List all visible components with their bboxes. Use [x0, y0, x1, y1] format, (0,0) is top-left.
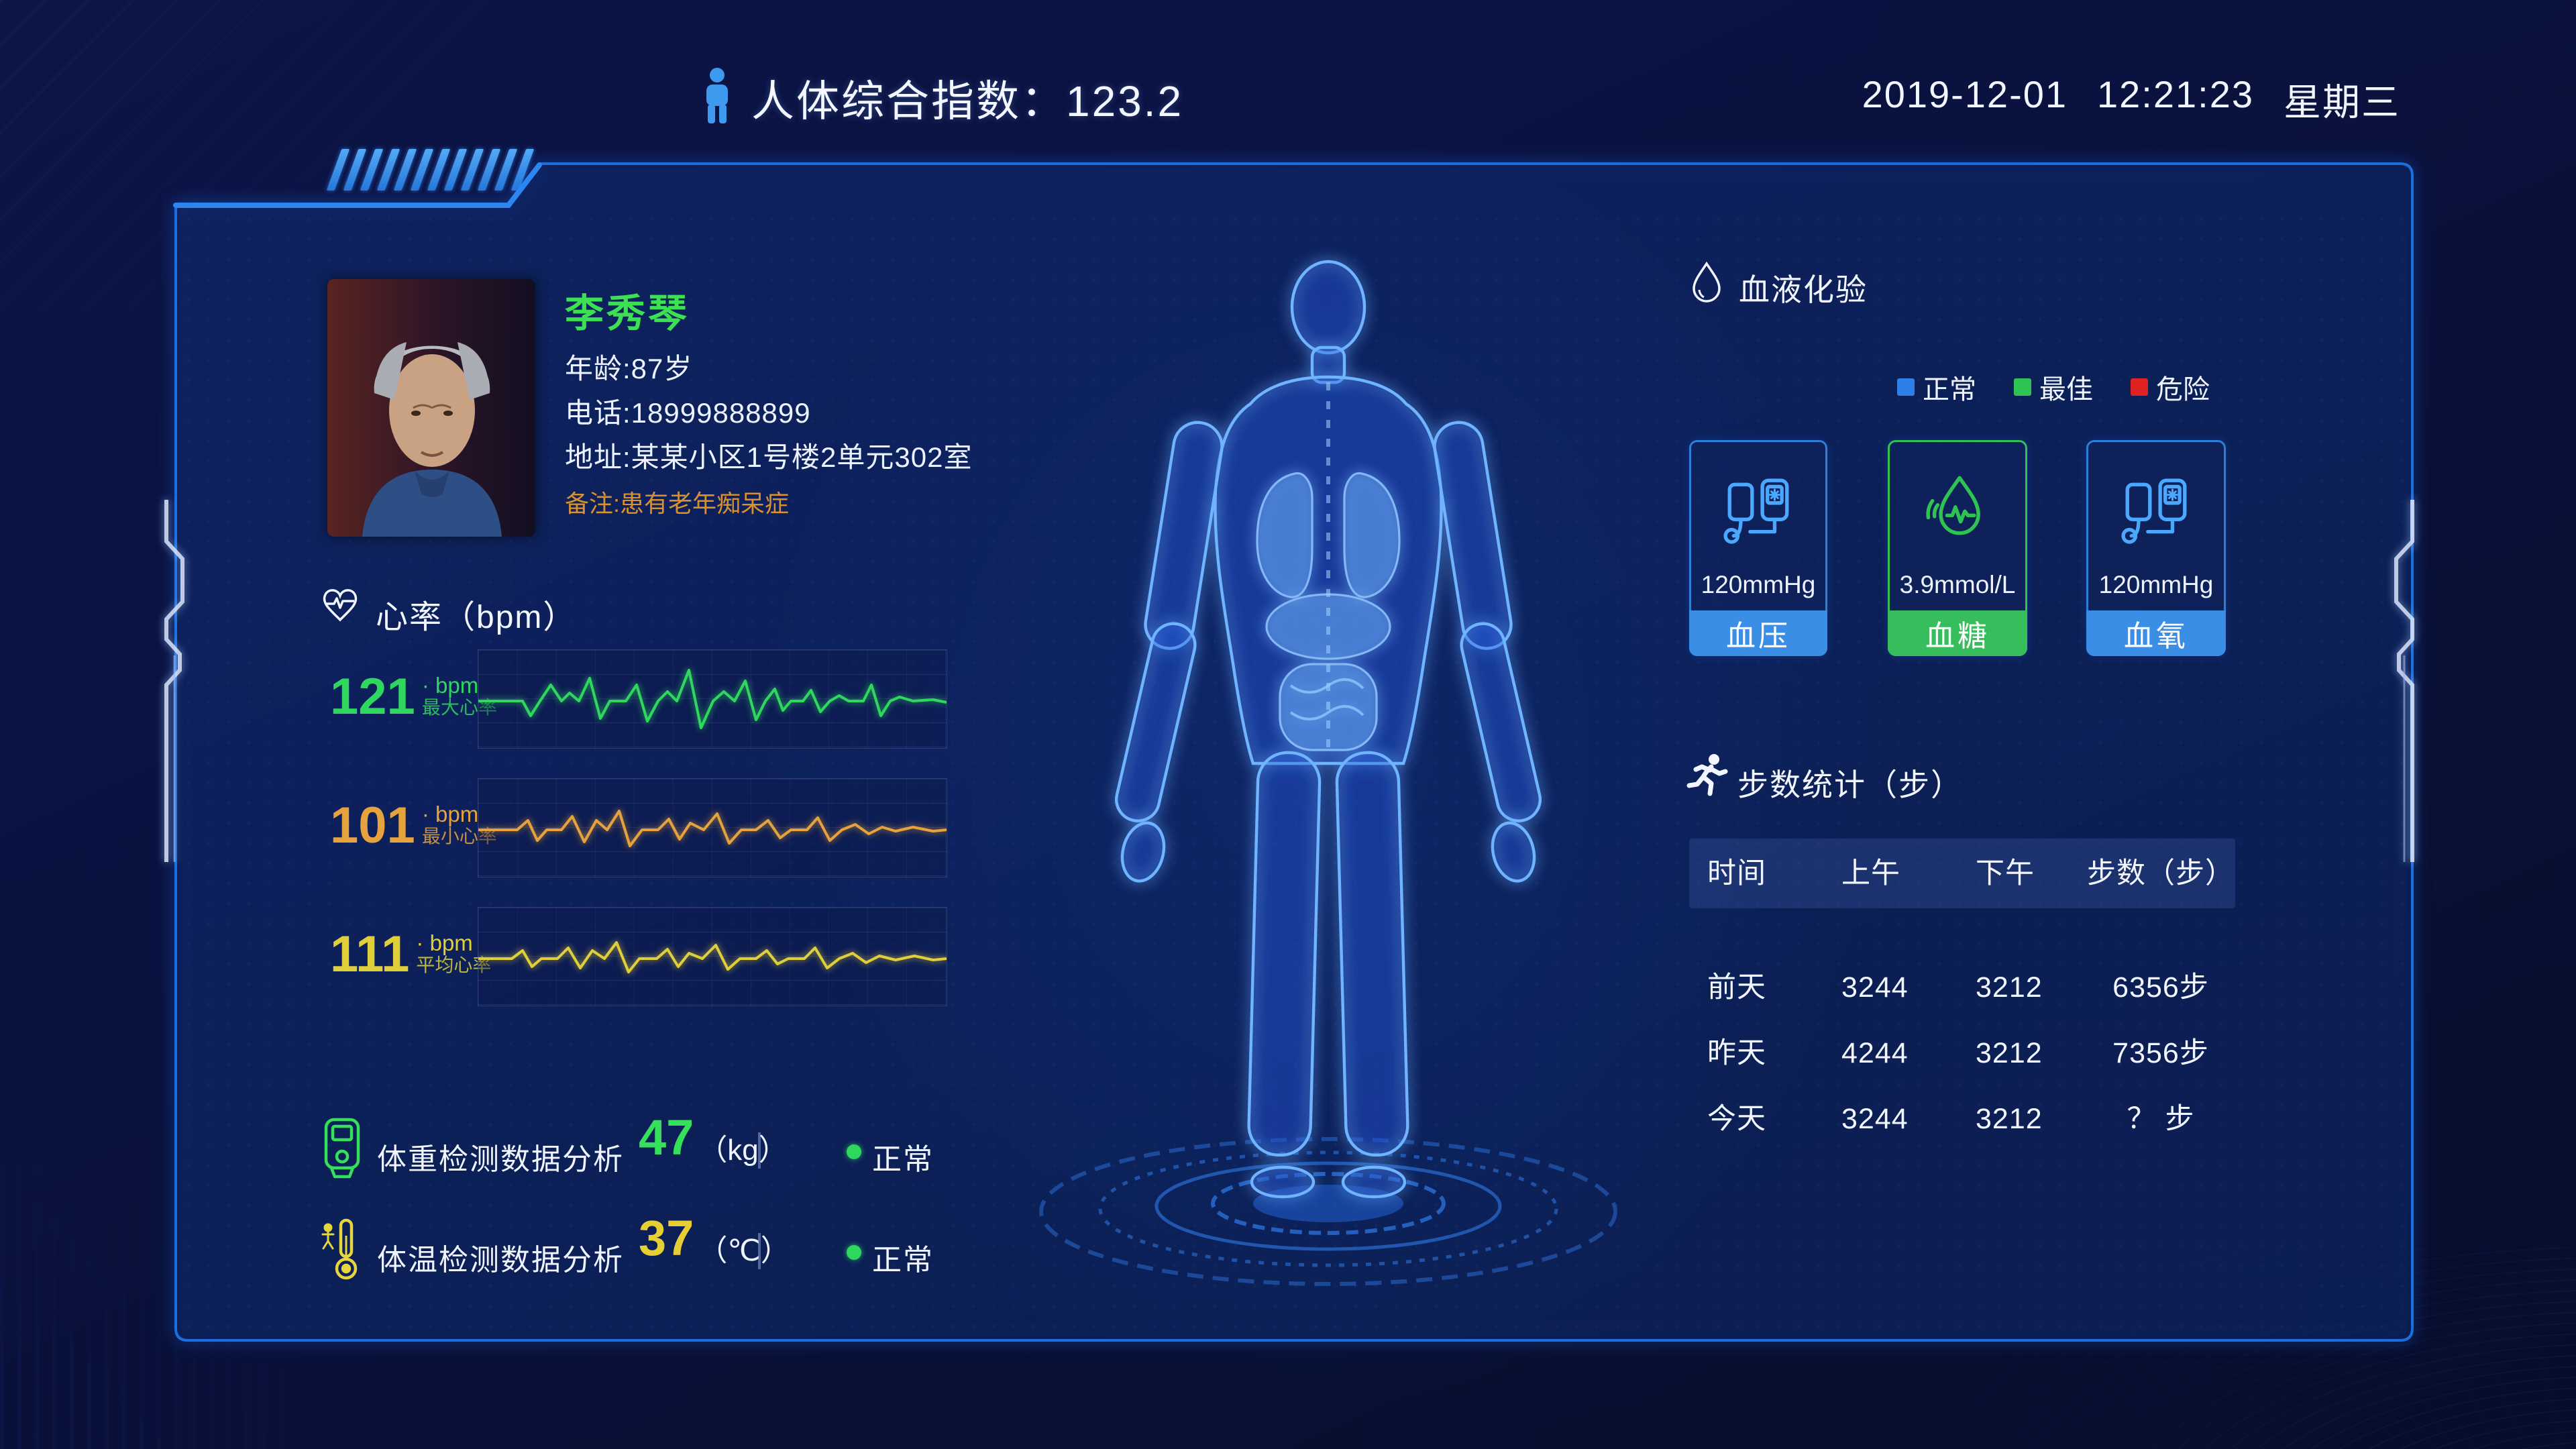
weight-value-block: 47 （kg）: [639, 1110, 788, 1169]
col-morning: 上午: [1841, 857, 1900, 890]
background-pattern-bottom-right: [1919, 1248, 2576, 1449]
temperature-value-block: 37 （℃）: [639, 1210, 790, 1269]
row2-morning: 3244: [1841, 1103, 1909, 1135]
page-title: 人体综合指数：123.2: [751, 77, 1184, 125]
hr-max-value-block: 121 · bpm 最大心率: [330, 668, 497, 725]
blood-glucose-card[interactable]: 3.9mmol/L 血糖: [1888, 440, 2027, 656]
legend-best-label: 最佳: [2039, 375, 2093, 405]
date-text: 2019-12-01: [1862, 73, 2068, 115]
patient-phone: 电话:18999888899: [565, 397, 811, 429]
person-icon: [706, 68, 728, 123]
hr-max-value: 121: [330, 668, 415, 725]
hr-max-unit: bpm: [435, 673, 479, 698]
row1-morning: 4244: [1841, 1037, 1909, 1069]
temperature-unit: （℃）: [698, 1234, 790, 1267]
blood-glucose-label[interactable]: 血糖: [1888, 610, 2027, 656]
blood-oxygen-card[interactable]: 120mmHg 血氧: [2086, 440, 2226, 656]
blood-glucose-drop-icon: [1890, 462, 2025, 556]
blood-glucose-value: 3.9mmol/L: [1899, 571, 2016, 598]
background-pattern-bottom-left: [0, 1167, 282, 1449]
weight-status: 正常: [872, 1143, 934, 1176]
hr-avg-value: 111: [330, 926, 410, 983]
patient-age: 年龄:87岁: [565, 353, 693, 384]
hologram-platform: [1039, 1137, 1617, 1286]
hr-min-unit: bpm: [435, 802, 479, 826]
hr-avg-unit: bpm: [429, 930, 473, 955]
weight-device-icon: [324, 1118, 360, 1179]
divider: [758, 1233, 761, 1269]
legend-danger: 危险: [2131, 368, 2210, 407]
row0-afternoon: 3212: [1976, 971, 2043, 1004]
body-hologram: [1039, 260, 1617, 1286]
heart-rate-title: 心率（bpm）: [376, 600, 577, 635]
legend-normal: 正常: [1897, 368, 1976, 407]
steps-row-before-yesterday: 前天 3244 3212 6356步: [1689, 966, 2235, 1009]
patient-name: 李秀琴: [565, 292, 690, 335]
datetime: 2019-12-01 12:21:23 星期三: [1862, 72, 2400, 127]
blood-oxygen-value: 120mmHg: [2098, 571, 2214, 598]
col-steps: 步数（步）: [2087, 857, 2235, 890]
legend-normal-label: 正常: [1923, 375, 1976, 405]
heart-rate-icon: [323, 589, 358, 622]
blood-oxygen-monitor-icon: [2088, 462, 2224, 556]
blood-oxygen-label[interactable]: 血氧: [2086, 610, 2226, 656]
steps-row-today: 今天 3244 3212 ？ 步: [1689, 1097, 2235, 1140]
blood-pressure-card[interactable]: 120mmHg 血压: [1689, 440, 1827, 656]
legend-best: 最佳: [2014, 368, 2093, 407]
row2-steps: ？ 步: [2127, 1103, 2195, 1135]
patient-note: 备注:患有老年痴呆症: [565, 490, 790, 517]
right-border-ornament: [2394, 500, 2414, 862]
legend-danger-swatch: [2131, 378, 2148, 396]
steps-title: 步数统计（步）: [1737, 767, 1963, 802]
hr-min-value-block: 101 · bpm 最小心率: [330, 797, 497, 854]
col-time: 时间: [1707, 857, 1766, 890]
row2-afternoon: 3212: [1976, 1103, 2043, 1135]
row0-time: 前天: [1707, 971, 1766, 1004]
time-text: 12:21:23: [2097, 73, 2254, 115]
blood-drop-icon: [1693, 261, 1721, 303]
row0-steps: 6356步: [2112, 971, 2209, 1004]
hr-avg-waveform: [478, 907, 947, 1006]
weight-value: 47: [639, 1110, 694, 1165]
blood-pressure-value: 120mmHg: [1701, 571, 1816, 598]
blood-pressure-label[interactable]: 血压: [1689, 610, 1827, 656]
legend-best-swatch: [2014, 378, 2031, 396]
weight-label: 体重检测数据分析: [377, 1143, 624, 1176]
weight-status-dot: [847, 1144, 861, 1159]
steps-table-header: 时间 上午 下午 步数（步）: [1689, 839, 2235, 908]
weekday-text: 星期三: [2284, 81, 2400, 123]
temperature-value: 37: [639, 1210, 694, 1266]
hr-min-waveform: [478, 778, 947, 877]
steps-row-yesterday: 昨天 4244 3212 7356步: [1689, 1032, 2235, 1075]
patient-photo: [327, 279, 535, 537]
weight-unit: （kg）: [698, 1134, 788, 1167]
row2-time: 今天: [1707, 1103, 1766, 1135]
row1-afternoon: 3212: [1976, 1037, 2043, 1069]
temperature-label: 体温检测数据分析: [377, 1244, 624, 1277]
row1-time: 昨天: [1707, 1037, 1766, 1069]
hr-avg-value-block: 111 · bpm 平均心率: [330, 926, 492, 983]
hr-min-value: 101: [330, 797, 415, 854]
legend-normal-swatch: [1897, 378, 1915, 396]
patient-address: 地址:某某小区1号楼2单元302室: [565, 441, 973, 473]
blood-pressure-monitor-icon: [1691, 462, 1825, 556]
thermometer-icon: [321, 1218, 358, 1280]
row1-steps: 7356步: [2112, 1037, 2209, 1069]
temperature-status: 正常: [872, 1244, 934, 1277]
legend-danger-label: 危险: [2156, 375, 2210, 405]
temperature-status-dot: [847, 1245, 861, 1260]
blood-test-title: 血液化验: [1739, 272, 1868, 307]
col-afternoon: 下午: [1976, 857, 2035, 890]
hr-max-waveform: [478, 649, 947, 749]
runner-icon: [1686, 754, 1728, 796]
divider: [758, 1132, 761, 1169]
row0-morning: 3244: [1841, 971, 1909, 1004]
left-border-ornament: [164, 500, 184, 862]
